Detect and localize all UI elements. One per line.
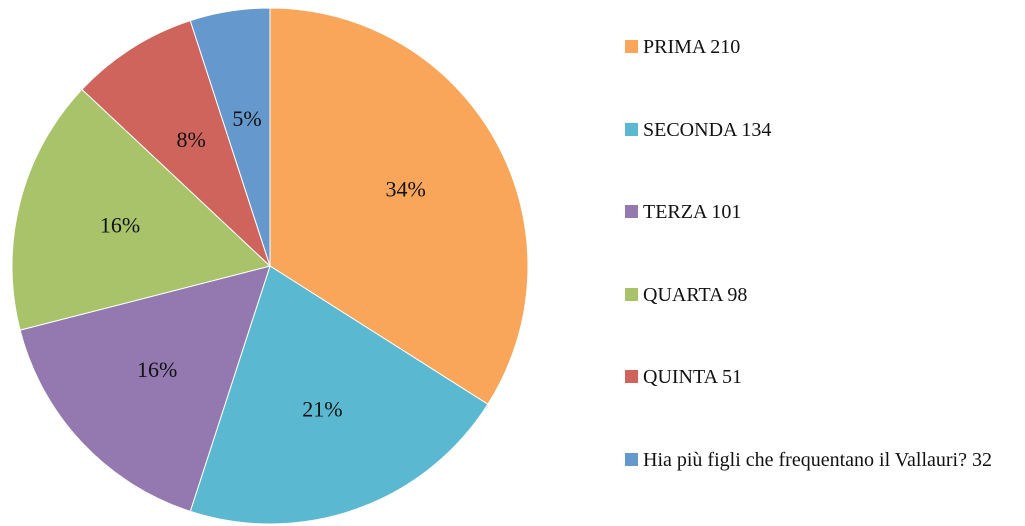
legend-swatch — [625, 452, 638, 466]
legend-label: QUINTA 51 — [643, 366, 742, 389]
pie: 34% 21% 16% 16% 8% 5% — [11, 7, 529, 525]
data-label: 16% — [100, 213, 140, 238]
legend-label: QUARTA 98 — [643, 283, 748, 306]
data-label: 34% — [385, 176, 425, 201]
legend-label: TERZA 101 — [643, 201, 742, 224]
pie-slice — [81, 19, 271, 267]
legend-label: SECONDA 134 — [643, 118, 772, 141]
legend-label: PRIMA 210 — [643, 36, 741, 58]
data-label: 21% — [302, 397, 342, 422]
pie-slice — [189, 7, 271, 267]
legend-item: QUINTA 51 — [625, 364, 1025, 447]
pie-slice — [269, 7, 529, 405]
legend: PRIMA 210 SECONDA 134 TERZA 101 QUARTA 98 QU… — [625, 34, 1025, 526]
legend-swatch — [625, 122, 638, 136]
pie-slice — [11, 88, 272, 331]
data-label: 16% — [137, 357, 177, 382]
data-label: 5% — [232, 106, 261, 131]
pie-slice — [189, 265, 489, 525]
legend-swatch — [625, 40, 638, 53]
legend-swatch — [625, 205, 638, 219]
legend-swatch — [625, 370, 638, 384]
legend-item: PRIMA 210 — [625, 34, 1025, 117]
legend-item: QUARTA 98 — [625, 282, 1025, 365]
pie-slice — [19, 265, 271, 513]
legend-label: Hia più figli che frequentano il Vallaur… — [643, 448, 992, 471]
legend-item: TERZA 101 — [625, 199, 1025, 282]
legend-swatch — [625, 287, 638, 301]
data-label: 8% — [177, 127, 206, 152]
legend-item: Hia più figli che frequentano il Vallaur… — [625, 447, 1025, 526]
legend-item: SECONDA 134 — [625, 117, 1025, 200]
